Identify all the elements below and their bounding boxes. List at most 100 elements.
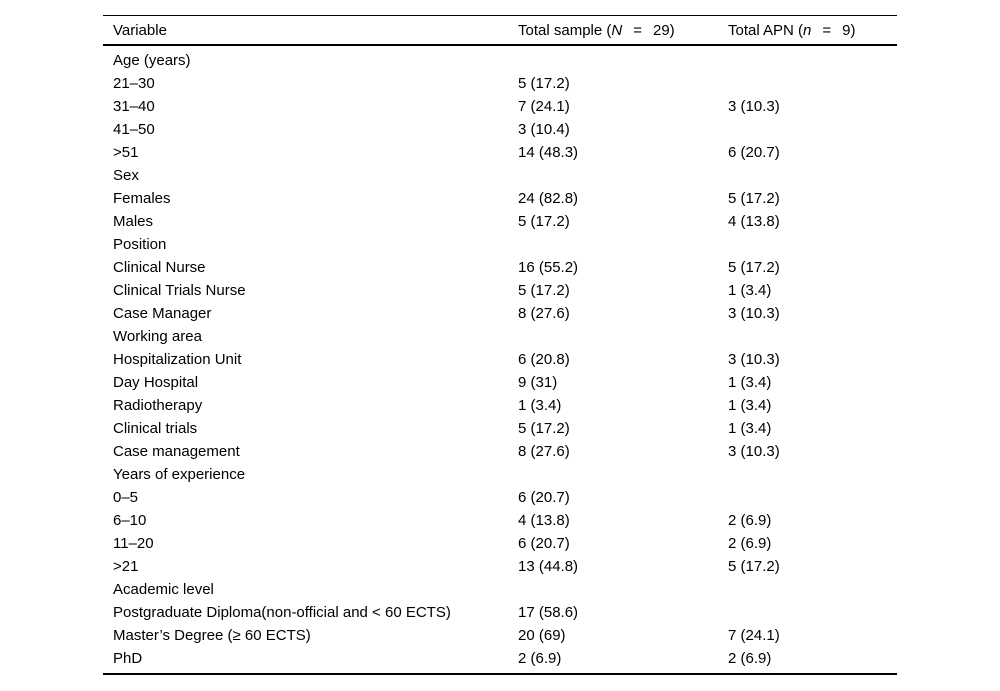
row-total-sample-value: 4 (13.8) (518, 513, 570, 528)
row-total-apn-value: 2 (6.9) (728, 513, 772, 528)
row-variable-label: Case management (113, 444, 240, 459)
row-total-apn-value: 3 (10.3) (728, 444, 780, 459)
table-row: Clinical trials 5 (17.2) 1 (3.4) (103, 417, 897, 440)
row-total-sample-value: 14 (48.3) (518, 145, 579, 160)
table-row: Radiotherapy 1 (3.4) 1 (3.4) (103, 394, 897, 417)
row-variable-label: >21 (113, 559, 139, 574)
row-total-apn-value: 1 (3.4) (728, 421, 772, 436)
row-total-apn-value: 2 (6.9) (728, 651, 772, 666)
row-total-sample-value: 24 (82.8) (518, 191, 579, 206)
table-row: Sex (103, 164, 897, 187)
row-variable-label: Clinical Nurse (113, 260, 206, 275)
header-total-sample-count: 29) (652, 22, 675, 38)
row-total-sample-value: 17 (58.6) (518, 605, 579, 620)
row-total-apn-value: 3 (10.3) (728, 352, 780, 367)
row-total-apn-value: 3 (10.3) (728, 99, 780, 114)
row-total-apn-value: 5 (17.2) (728, 559, 780, 574)
row-variable-label: Working area (113, 329, 202, 344)
column-header-total-sample: Total sample (N = 29) (518, 23, 728, 38)
row-total-sample-value: 8 (27.6) (518, 444, 570, 459)
row-total-apn-value: 4 (13.8) (728, 214, 780, 229)
row-variable-label: Academic level (113, 582, 214, 597)
row-total-sample-value: 2 (6.9) (518, 651, 562, 666)
row-total-sample-value: 3 (10.4) (518, 122, 570, 137)
row-variable-label: Females (113, 191, 171, 206)
row-total-sample-value: 20 (69) (518, 628, 566, 643)
row-variable-label: Radiotherapy (113, 398, 203, 413)
row-variable-label: PhD (113, 651, 143, 666)
table-row: >51 14 (48.3) 6 (20.7) (103, 141, 897, 164)
table-row: Age (years) (103, 49, 897, 72)
row-variable-label: Sex (113, 168, 139, 183)
row-variable-label: Clinical trials (113, 421, 198, 436)
header-total-apn-prefix: Total APN ( (728, 22, 804, 38)
row-variable-label: Clinical Trials Nurse (113, 283, 246, 298)
row-total-apn-value: 2 (6.9) (728, 536, 772, 551)
table-header-row: Variable Total sample (N = 29) Total APN (… (103, 15, 897, 46)
row-variable-label: 31–40 (113, 99, 155, 114)
row-variable-label: Age (years) (113, 53, 191, 68)
column-header-total-apn: Total APN (n = 9) (728, 23, 897, 38)
row-total-sample-value: 5 (17.2) (518, 214, 570, 229)
row-variable-label: Day Hospital (113, 375, 199, 390)
header-total-sample-n-symbol: N (611, 22, 623, 38)
row-variable-label: 21–30 (113, 76, 155, 91)
row-total-apn-value: 3 (10.3) (728, 306, 780, 321)
table-row: Working area (103, 325, 897, 348)
row-variable-label: Males (113, 214, 154, 229)
table-row: Years of experience (103, 463, 897, 486)
table-row: Case management 8 (27.6) 3 (10.3) (103, 440, 897, 463)
row-total-apn-value: 7 (24.1) (728, 628, 780, 643)
table-row: Postgraduate Diploma(non-official and < … (103, 601, 897, 624)
row-variable-label: Position (113, 237, 167, 252)
table-body: Age (years) 21–30 5 (17.2) 31–40 7 (24.1… (103, 46, 897, 675)
row-total-apn-value: 6 (20.7) (728, 145, 780, 160)
table-row: 11–20 6 (20.7) 2 (6.9) (103, 532, 897, 555)
table-row: Clinical Trials Nurse 5 (17.2) 1 (3.4) (103, 279, 897, 302)
row-total-sample-value: 16 (55.2) (518, 260, 579, 275)
table-row: Males 5 (17.2) 4 (13.8) (103, 210, 897, 233)
table-row: Day Hospital 9 (31) 1 (3.4) (103, 371, 897, 394)
header-total-apn-equals: = (822, 22, 832, 38)
row-total-sample-value: 8 (27.6) (518, 306, 570, 321)
table-row: 31–40 7 (24.1) 3 (10.3) (103, 95, 897, 118)
table-row: Academic level (103, 578, 897, 601)
table-row: Position (103, 233, 897, 256)
demographics-table: Variable Total sample (N = 29) Total APN (… (103, 15, 897, 675)
table-row: 6–10 4 (13.8) 2 (6.9) (103, 509, 897, 532)
row-total-apn-value: 1 (3.4) (728, 398, 772, 413)
row-variable-label: Postgraduate Diploma(non-official and < … (113, 605, 451, 620)
row-total-sample-value: 9 (31) (518, 375, 558, 390)
table-row: PhD 2 (6.9) 2 (6.9) (103, 647, 897, 670)
row-total-apn-value: 5 (17.2) (728, 260, 780, 275)
row-total-sample-value: 6 (20.7) (518, 490, 570, 505)
row-total-sample-value: 1 (3.4) (518, 398, 562, 413)
row-variable-label: >51 (113, 145, 139, 160)
row-variable-label: Master’s Degree (≥ 60 ECTS) (113, 628, 311, 643)
row-total-apn-value: 5 (17.2) (728, 191, 780, 206)
header-total-apn-count: 9) (842, 22, 856, 38)
row-variable-label: Hospitalization Unit (113, 352, 242, 367)
table-row: 0–5 6 (20.7) (103, 486, 897, 509)
table-row: >21 13 (44.8) 5 (17.2) (103, 555, 897, 578)
row-variable-label: 11–20 (113, 536, 154, 551)
table-row: Clinical Nurse 16 (55.2) 5 (17.2) (103, 256, 897, 279)
column-header-variable: Variable (113, 22, 167, 38)
row-total-sample-value: 5 (17.2) (518, 76, 570, 91)
header-total-apn-n-symbol: n (803, 22, 812, 38)
row-total-sample-value: 6 (20.8) (518, 352, 570, 367)
row-total-sample-value: 5 (17.2) (518, 283, 570, 298)
row-total-apn-value: 1 (3.4) (728, 375, 772, 390)
row-variable-label: Years of experience (113, 467, 246, 482)
table-row: Master’s Degree (≥ 60 ECTS) 20 (69) 7 (2… (103, 624, 897, 647)
row-total-sample-value: 7 (24.1) (518, 99, 570, 114)
header-total-sample-equals: = (633, 22, 642, 38)
row-variable-label: 6–10 (113, 513, 147, 528)
table-row: 21–30 5 (17.2) (103, 72, 897, 95)
row-total-sample-value: 6 (20.7) (518, 536, 570, 551)
row-variable-label: 0–5 (113, 490, 139, 505)
row-variable-label: Case Manager (113, 306, 212, 321)
table-row: Case Manager 8 (27.6) 3 (10.3) (103, 302, 897, 325)
header-total-sample-prefix: Total sample ( (518, 22, 612, 38)
table-row: Females 24 (82.8) 5 (17.2) (103, 187, 897, 210)
